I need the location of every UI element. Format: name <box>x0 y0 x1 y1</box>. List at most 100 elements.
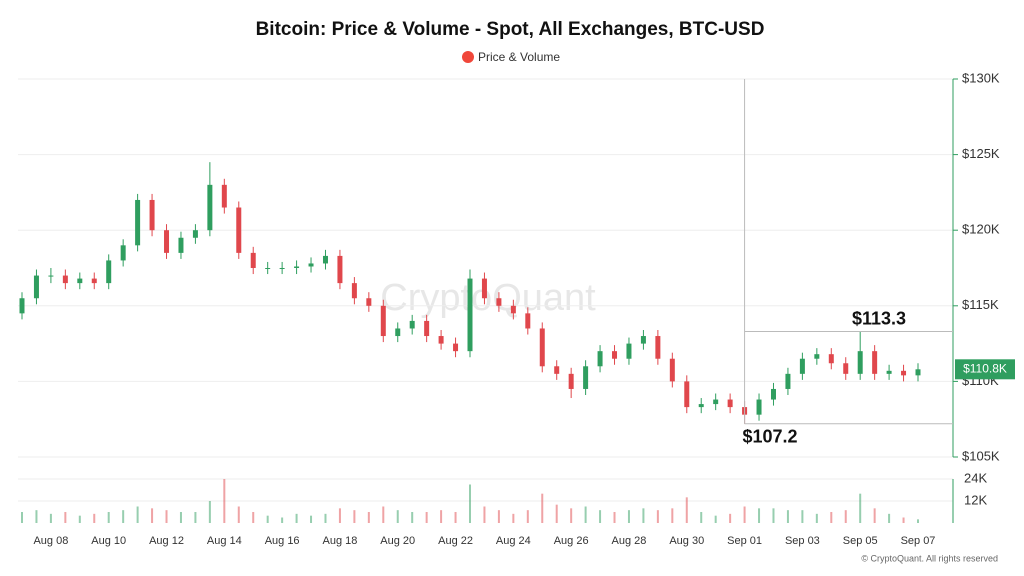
candle-body <box>843 363 849 374</box>
candle-body <box>91 278 97 284</box>
candle-body <box>178 237 184 253</box>
candle-body <box>727 399 733 408</box>
candle-body <box>770 388 776 400</box>
candle-body <box>568 373 574 389</box>
candle-body <box>366 298 372 306</box>
legend-marker <box>462 51 474 63</box>
candle-body <box>48 275 54 277</box>
volume-bar <box>902 517 905 523</box>
candle-body <box>192 230 198 238</box>
volume-bar <box>714 515 717 523</box>
volume-bar <box>353 510 356 523</box>
volume-bar <box>483 506 486 523</box>
candle-body <box>814 354 820 359</box>
candle-body <box>149 199 155 231</box>
volume-bar <box>237 506 240 523</box>
legend-label[interactable]: Price & Volume <box>478 50 560 64</box>
volume-bar <box>454 512 457 523</box>
candle-body <box>785 373 791 389</box>
volume-bar <box>382 506 385 523</box>
x-tick-label: Aug 24 <box>496 535 531 547</box>
candle-body <box>756 399 762 415</box>
volume-bar <box>281 517 284 523</box>
volume-bar <box>815 513 818 523</box>
candle-body <box>322 255 328 264</box>
candle-body <box>901 370 907 376</box>
x-tick-label: Sep 03 <box>785 535 820 547</box>
candle-body <box>886 370 892 374</box>
candle-body <box>294 266 300 268</box>
volume-bar <box>425 512 428 523</box>
volume-bar <box>888 513 891 523</box>
volume-bar <box>642 508 645 523</box>
x-tick-label: Aug 10 <box>91 535 126 547</box>
volume-bar <box>49 513 52 523</box>
volume-bar <box>743 506 746 523</box>
x-tick-label: Aug 22 <box>438 535 473 547</box>
x-tick-label: Aug 08 <box>33 535 68 547</box>
volume-bar <box>165 510 168 523</box>
x-tick-label: Aug 20 <box>380 535 415 547</box>
candle-body <box>164 230 170 253</box>
volume-bar <box>830 512 833 523</box>
volume-bar <box>758 508 761 523</box>
candle-body <box>481 278 487 299</box>
volume-bar <box>411 512 414 523</box>
volume-bar <box>295 513 298 523</box>
y-tick-label: $105K <box>962 448 1000 463</box>
candle-body <box>583 366 589 389</box>
x-tick-label: Sep 01 <box>727 535 762 547</box>
candle-body <box>395 328 401 337</box>
current-price-label: $110.8K <box>963 361 1007 375</box>
volume-tick-label: 12K <box>964 492 987 507</box>
candle-body <box>554 366 560 374</box>
volume-tick-label: 24K <box>964 470 987 485</box>
candle-body <box>872 351 878 374</box>
volume-bar <box>35 510 38 523</box>
candle-body <box>539 328 545 367</box>
candle-body <box>698 404 704 408</box>
candle-body <box>77 278 83 284</box>
volume-bar <box>570 508 573 523</box>
candle-body <box>106 260 112 284</box>
x-tick-label: Sep 05 <box>843 535 878 547</box>
copyright: © CryptoQuant. All rights reserved <box>861 553 998 563</box>
volume-bar <box>627 510 630 523</box>
candle-body <box>684 381 690 408</box>
candle-body <box>279 268 285 269</box>
volume-bar <box>93 513 96 523</box>
candle-body <box>510 305 516 314</box>
volume-bar <box>786 510 789 523</box>
volume-bar <box>136 506 139 523</box>
volume-bar <box>801 510 804 523</box>
x-tick-label: Aug 18 <box>322 535 357 547</box>
candle-body <box>915 369 921 376</box>
volume-bar <box>613 512 616 523</box>
volume-bar <box>223 479 226 523</box>
volume-bar <box>772 508 775 523</box>
volume-bar <box>700 512 703 523</box>
annotation-label: $113.3 <box>852 308 906 328</box>
candle-body <box>221 184 227 208</box>
candle-body <box>713 399 719 405</box>
volume-bar <box>599 510 602 523</box>
candle-body <box>597 351 603 367</box>
candle-body <box>496 298 502 306</box>
volume-bar <box>656 510 659 523</box>
candle-body <box>351 283 357 299</box>
candle-body <box>33 275 39 299</box>
volume-bar <box>122 510 125 523</box>
candle-body <box>467 278 473 352</box>
candle-body <box>655 336 661 359</box>
current-price-box <box>955 359 1015 380</box>
candle-body <box>626 343 632 359</box>
candle-body <box>135 199 141 246</box>
annotation-label: $107.2 <box>742 426 797 446</box>
candle-body <box>453 343 459 352</box>
volume-bar <box>367 512 370 523</box>
volume-bar <box>859 493 862 523</box>
candle-body <box>828 354 834 364</box>
y-tick-label: $120K <box>962 222 1000 237</box>
volume-bar <box>338 508 341 523</box>
